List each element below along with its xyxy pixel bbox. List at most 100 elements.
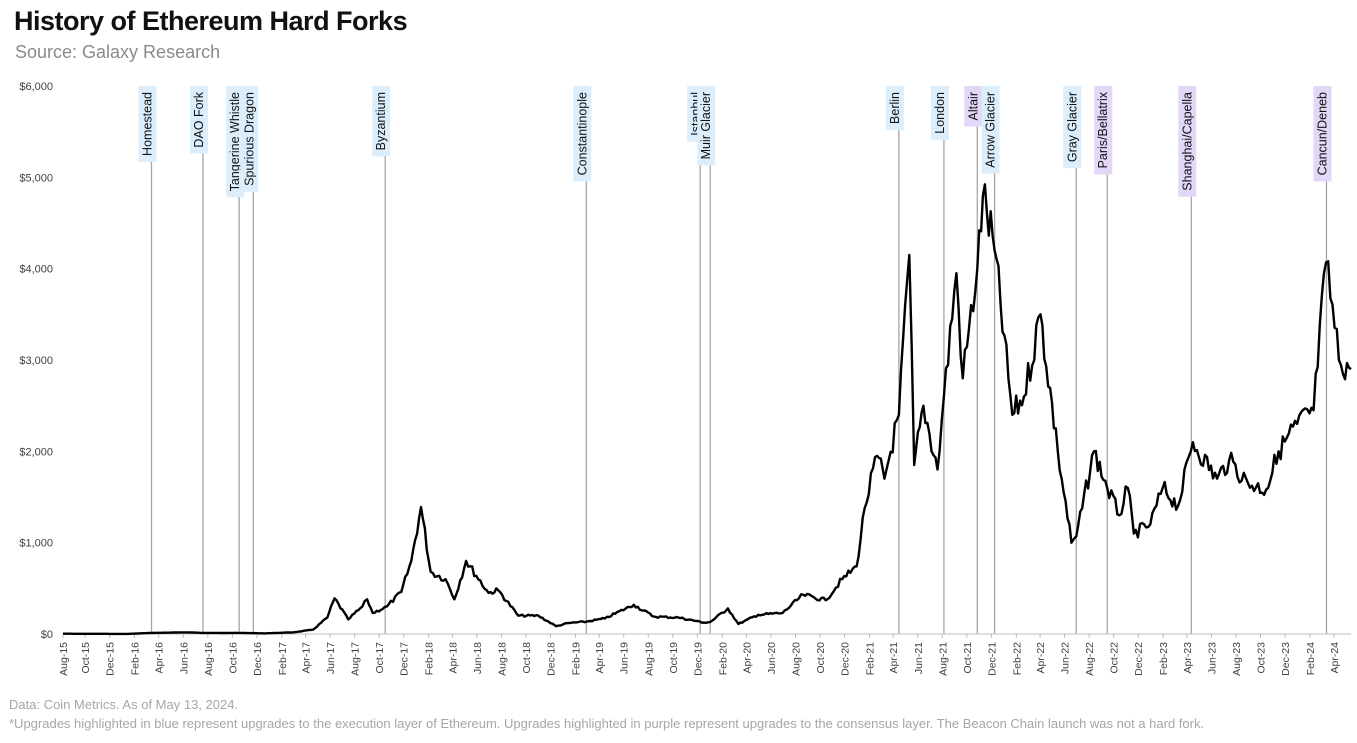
x-tick-label: Dec-20 [840, 642, 852, 676]
fork-markers: Homestead DAO Fork Tangerine Whistle Spurio… [138, 86, 1332, 634]
x-tick-label: Aug-20 [790, 642, 802, 676]
x-tick-label: Oct-23 [1255, 642, 1267, 674]
chart-title: History of Ethereum Hard Forks [14, 6, 408, 36]
x-tick-label: Feb-21 [865, 642, 877, 675]
x-tick-label: Apr-21 [888, 642, 900, 674]
fork-label: Berlin [888, 92, 902, 124]
x-tick-label: Apr-23 [1182, 642, 1194, 674]
fork-label-box [189, 86, 208, 154]
x-tick-label: Dec-16 [252, 642, 264, 676]
fork-label: Arrow Glacier [984, 92, 998, 168]
x-tick-label: Aug-17 [350, 642, 362, 676]
x-tick-label: Feb-22 [1011, 642, 1023, 675]
x-tick-label: Feb-19 [570, 642, 582, 675]
fork-label-group: Cancun/Deneb [1313, 86, 1332, 182]
fork-label: Homestead [140, 92, 154, 156]
x-tick-label: Oct-21 [962, 642, 974, 674]
x-tick-label: Aug-22 [1084, 642, 1096, 676]
chart-subtitle: Source: Galaxy Research [15, 42, 221, 62]
y-tick-label: $5,000 [19, 172, 53, 184]
fork-label-group: London [930, 86, 949, 140]
fork-label-box [981, 86, 1000, 174]
x-tick-label: Apr-19 [594, 642, 606, 674]
x-tick-label: Apr-18 [447, 642, 459, 674]
fork-label: Constantinople [575, 92, 589, 175]
fork-label-box [138, 86, 157, 162]
fork-label-group: Spurious Dragon [240, 86, 259, 192]
y-tick-label: $1,000 [19, 538, 53, 550]
fork-label: London [933, 92, 947, 134]
fork-label: Altair [966, 92, 980, 120]
fork-label-group: Berlin [885, 86, 904, 130]
fork-label: Tangerine Whistle [228, 92, 242, 191]
x-tick-label: Apr-20 [741, 642, 753, 674]
x-tick-label: Jun-20 [766, 642, 778, 674]
x-tick-label: Oct-19 [668, 642, 680, 674]
fork-label-group: Homestead [138, 86, 157, 162]
y-tick-label: $6,000 [19, 81, 53, 93]
fork-label-box [964, 86, 983, 127]
fork-label-box [1178, 86, 1197, 197]
fork-label-group: Tangerine Whistle [226, 86, 245, 198]
y-tick-label: $4,000 [19, 264, 53, 276]
data-source-note: Data: Coin Metrics. As of May 13, 2024. [9, 697, 239, 712]
fork-label-box [240, 86, 259, 192]
x-tick-label: Jun-17 [325, 642, 337, 674]
fork-label-box [885, 86, 904, 130]
fork-label-box [1313, 86, 1332, 182]
x-tick-label: Jun-21 [913, 642, 925, 674]
y-tick-label: $3,000 [19, 355, 53, 367]
x-tick-label: Feb-17 [277, 642, 289, 675]
fork-label: Gray Glacier [1065, 92, 1079, 162]
fork-label: DAO Fork [192, 91, 206, 147]
x-tick-label: Feb-24 [1305, 642, 1317, 675]
x-tick-label: Jun-18 [472, 642, 484, 674]
fork-label: Byzantium [374, 92, 388, 150]
fork-label-box [697, 86, 716, 166]
x-tick-label: Apr-17 [301, 642, 313, 674]
fork-label-box [372, 86, 391, 157]
fork-label-group: DAO Fork [189, 86, 208, 154]
fork-label-box [1063, 86, 1082, 169]
fork-label-group: Gray Glacier [1063, 86, 1082, 169]
x-tick-label: Feb-16 [130, 642, 142, 675]
x-tick-label: Dec-15 [105, 642, 117, 676]
fork-label-group: Arrow Glacier [981, 86, 1000, 174]
fork-label: Muir Glacier [699, 92, 713, 159]
fork-label-group: Paris/Bellatrix [1094, 86, 1113, 175]
x-tick-label: Apr-16 [154, 642, 166, 674]
fork-label-box [573, 86, 592, 182]
x-tick-label: Jun-22 [1060, 642, 1072, 674]
price-series [63, 183, 1352, 636]
fork-label: Paris/Bellatrix [1096, 91, 1110, 168]
x-tick-label: Oct-15 [80, 642, 92, 674]
x-tick-label: Jun-16 [178, 642, 190, 674]
x-tick-label: Jun-23 [1206, 642, 1218, 674]
x-tick-label: Feb-23 [1158, 642, 1170, 675]
chart-axes: $0 $1,000 $2,000 $3,000 $4,000 $5,000 $6,000 Au… [19, 81, 1351, 676]
x-tick-label: Feb-18 [424, 642, 436, 675]
fork-label: Shanghai/Capella [1180, 92, 1194, 191]
fork-label-box [930, 86, 949, 140]
x-tick-label: Aug-18 [496, 642, 508, 676]
fork-label: Cancun/Deneb [1315, 92, 1329, 175]
x-tick-label: Jun-19 [619, 642, 631, 674]
x-tick-label: Oct-22 [1109, 642, 1121, 674]
x-tick-label: Aug-21 [937, 642, 949, 676]
x-tick-label: Oct-17 [374, 642, 386, 674]
x-tick-label: Aug-19 [643, 642, 655, 676]
fork-label-box [1094, 86, 1113, 175]
fork-label-group: Constantinople [573, 86, 592, 182]
fork-label-group: Shanghai/Capella [1178, 86, 1197, 197]
layer-legend-note: *Upgrades highlighted in blue represent … [9, 716, 1205, 731]
fork-label-group: Muir Glacier [697, 86, 716, 166]
x-tick-label: Aug-23 [1231, 642, 1243, 676]
y-tick-label: $2,000 [19, 446, 53, 458]
x-tick-label: Dec-23 [1280, 642, 1292, 676]
x-tick-label: Oct-20 [815, 642, 827, 674]
x-tick-label: Aug-15 [58, 642, 70, 676]
x-tick-label: Aug-16 [203, 642, 215, 676]
fork-label: Spurious Dragon [242, 92, 256, 186]
fork-label-box [226, 86, 245, 198]
